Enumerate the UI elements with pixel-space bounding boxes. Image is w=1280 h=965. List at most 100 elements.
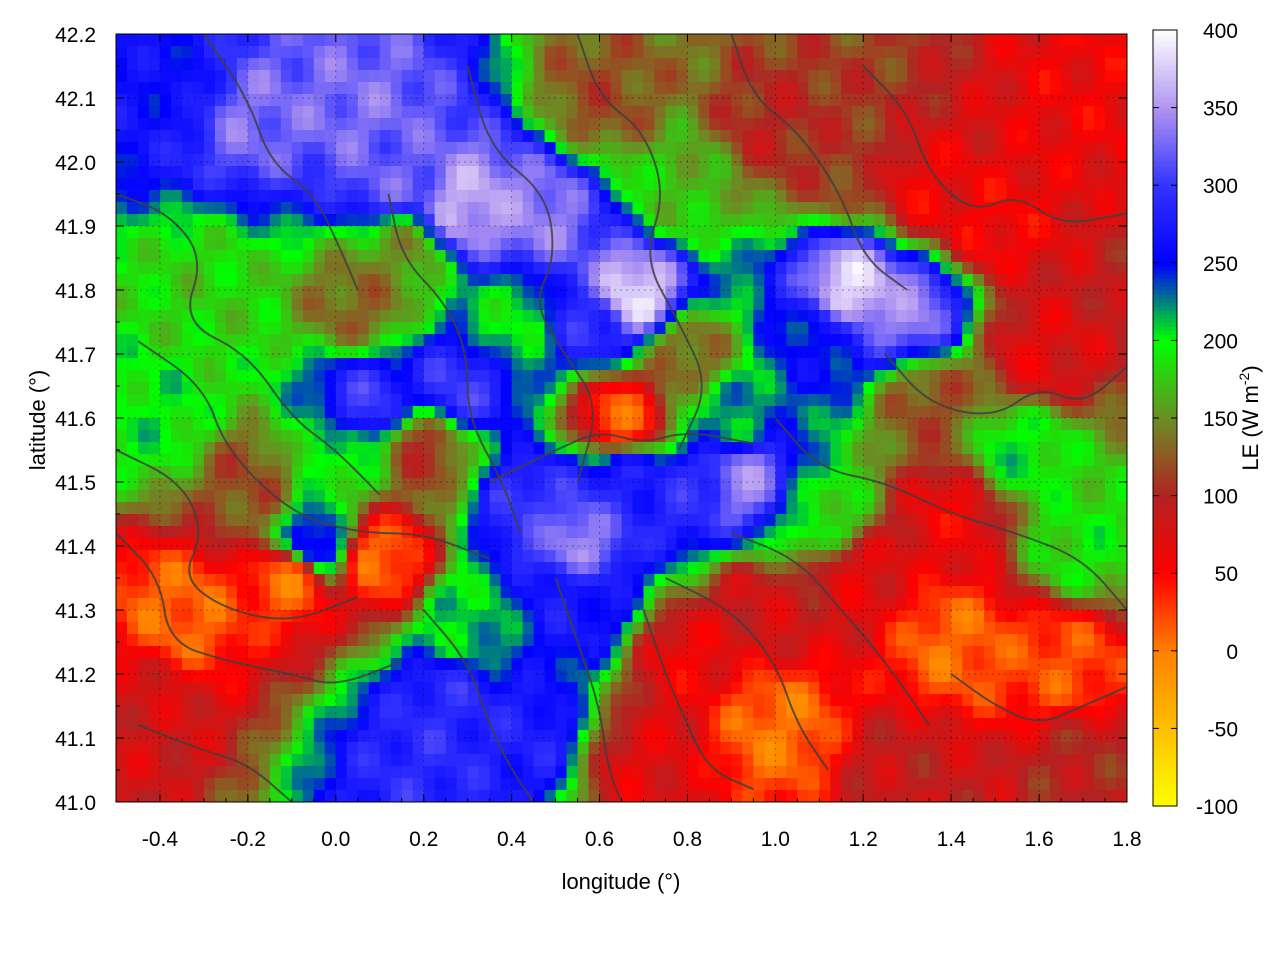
heatmap-cell [126, 454, 139, 467]
heatmap-cell [1105, 502, 1117, 515]
heatmap-cell [1105, 550, 1117, 563]
heatmap-cell [577, 238, 590, 251]
heatmap-cell [445, 190, 458, 203]
heatmap-cell [379, 130, 392, 143]
heatmap-cell [379, 406, 392, 419]
heatmap-cell [643, 538, 656, 551]
heatmap-cell [533, 634, 546, 647]
heatmap-cell [687, 538, 700, 551]
heatmap-cell [654, 142, 667, 155]
heatmap-cell [1017, 382, 1029, 395]
heatmap-cell [170, 670, 183, 683]
heatmap-cell [1094, 430, 1106, 443]
heatmap-cell [698, 70, 711, 83]
heatmap-cell [753, 334, 765, 347]
heatmap-cell [1017, 106, 1029, 119]
heatmap-cell [764, 634, 776, 647]
heatmap-cell [500, 226, 513, 239]
heatmap-cell [929, 538, 941, 551]
heatmap-cell [731, 526, 743, 539]
heatmap-cell [412, 118, 425, 131]
heatmap-cell [269, 334, 282, 347]
heatmap-cell [357, 610, 370, 623]
heatmap-cell [742, 502, 754, 515]
heatmap-cell [984, 178, 996, 191]
heatmap-cell [456, 622, 469, 635]
heatmap-cell [291, 418, 304, 431]
heatmap-cell [885, 478, 897, 491]
heatmap-cell [489, 262, 502, 275]
heatmap-cell [456, 418, 469, 431]
heatmap-cell [643, 562, 656, 575]
heatmap-cell [1072, 226, 1084, 239]
heatmap-cell [544, 202, 557, 215]
heatmap-cell [478, 166, 491, 179]
heatmap-cell [555, 670, 568, 683]
heatmap-cell [324, 190, 337, 203]
heatmap-cell [159, 334, 172, 347]
heatmap-cell [687, 478, 700, 491]
heatmap-cell [181, 526, 194, 539]
heatmap-cell [291, 550, 304, 563]
heatmap-cell [654, 322, 667, 335]
heatmap-cell [247, 514, 260, 527]
heatmap-cell [236, 94, 249, 107]
heatmap-cell [291, 370, 304, 383]
heatmap-cell [357, 550, 370, 563]
heatmap-cell [126, 106, 139, 119]
heatmap-cell [786, 358, 798, 371]
heatmap-cell [676, 262, 689, 275]
heatmap-cell [445, 418, 458, 431]
heatmap-cell [797, 418, 809, 431]
heatmap-cell [137, 214, 150, 227]
heatmap-cell [489, 118, 502, 131]
heatmap-cell [687, 262, 700, 275]
heatmap-cell [1039, 46, 1051, 59]
heatmap-cell [1006, 646, 1018, 659]
heatmap-cell [1105, 382, 1117, 395]
heatmap-cell [1039, 430, 1051, 443]
heatmap-cell [698, 598, 711, 611]
heatmap-cell [753, 478, 765, 491]
heatmap-cell [170, 34, 183, 47]
heatmap-cell [544, 418, 557, 431]
heatmap-cell [390, 214, 403, 227]
heatmap-cell [863, 358, 875, 371]
heatmap-cell [192, 682, 205, 695]
heatmap-cell [1017, 562, 1029, 575]
heatmap-cell [632, 634, 645, 647]
heatmap-cell [291, 286, 304, 299]
heatmap-cell [192, 610, 205, 623]
heatmap-cell [1028, 514, 1040, 527]
heatmap-cell [808, 634, 820, 647]
heatmap-cell [1006, 598, 1018, 611]
heatmap-cell [324, 526, 337, 539]
heatmap-cell [577, 610, 590, 623]
heatmap-cell [533, 418, 546, 431]
heatmap-cell [808, 514, 820, 527]
heatmap-cell [500, 466, 513, 479]
heatmap-cell [423, 418, 436, 431]
heatmap-cell [478, 286, 491, 299]
heatmap-cell [456, 274, 469, 287]
heatmap-cell [1094, 214, 1106, 227]
heatmap-cell [610, 118, 623, 131]
heatmap-cell [236, 226, 249, 239]
heatmap-cell [236, 586, 249, 599]
heatmap-cell [511, 262, 524, 275]
heatmap-cell [1105, 118, 1117, 131]
heatmap-cell [401, 274, 414, 287]
heatmap-cell [1017, 298, 1029, 311]
heatmap-cell [962, 502, 974, 515]
heatmap-cell [984, 274, 996, 287]
heatmap-cell [731, 502, 743, 515]
heatmap-cell [203, 358, 216, 371]
heatmap-cell [159, 346, 172, 359]
heatmap-cell [214, 238, 227, 251]
heatmap-cell [984, 82, 996, 95]
heatmap-cell [643, 598, 656, 611]
heatmap-cell [258, 610, 271, 623]
heatmap-cell [577, 478, 590, 491]
heatmap-cell [456, 82, 469, 95]
heatmap-cell [830, 538, 842, 551]
